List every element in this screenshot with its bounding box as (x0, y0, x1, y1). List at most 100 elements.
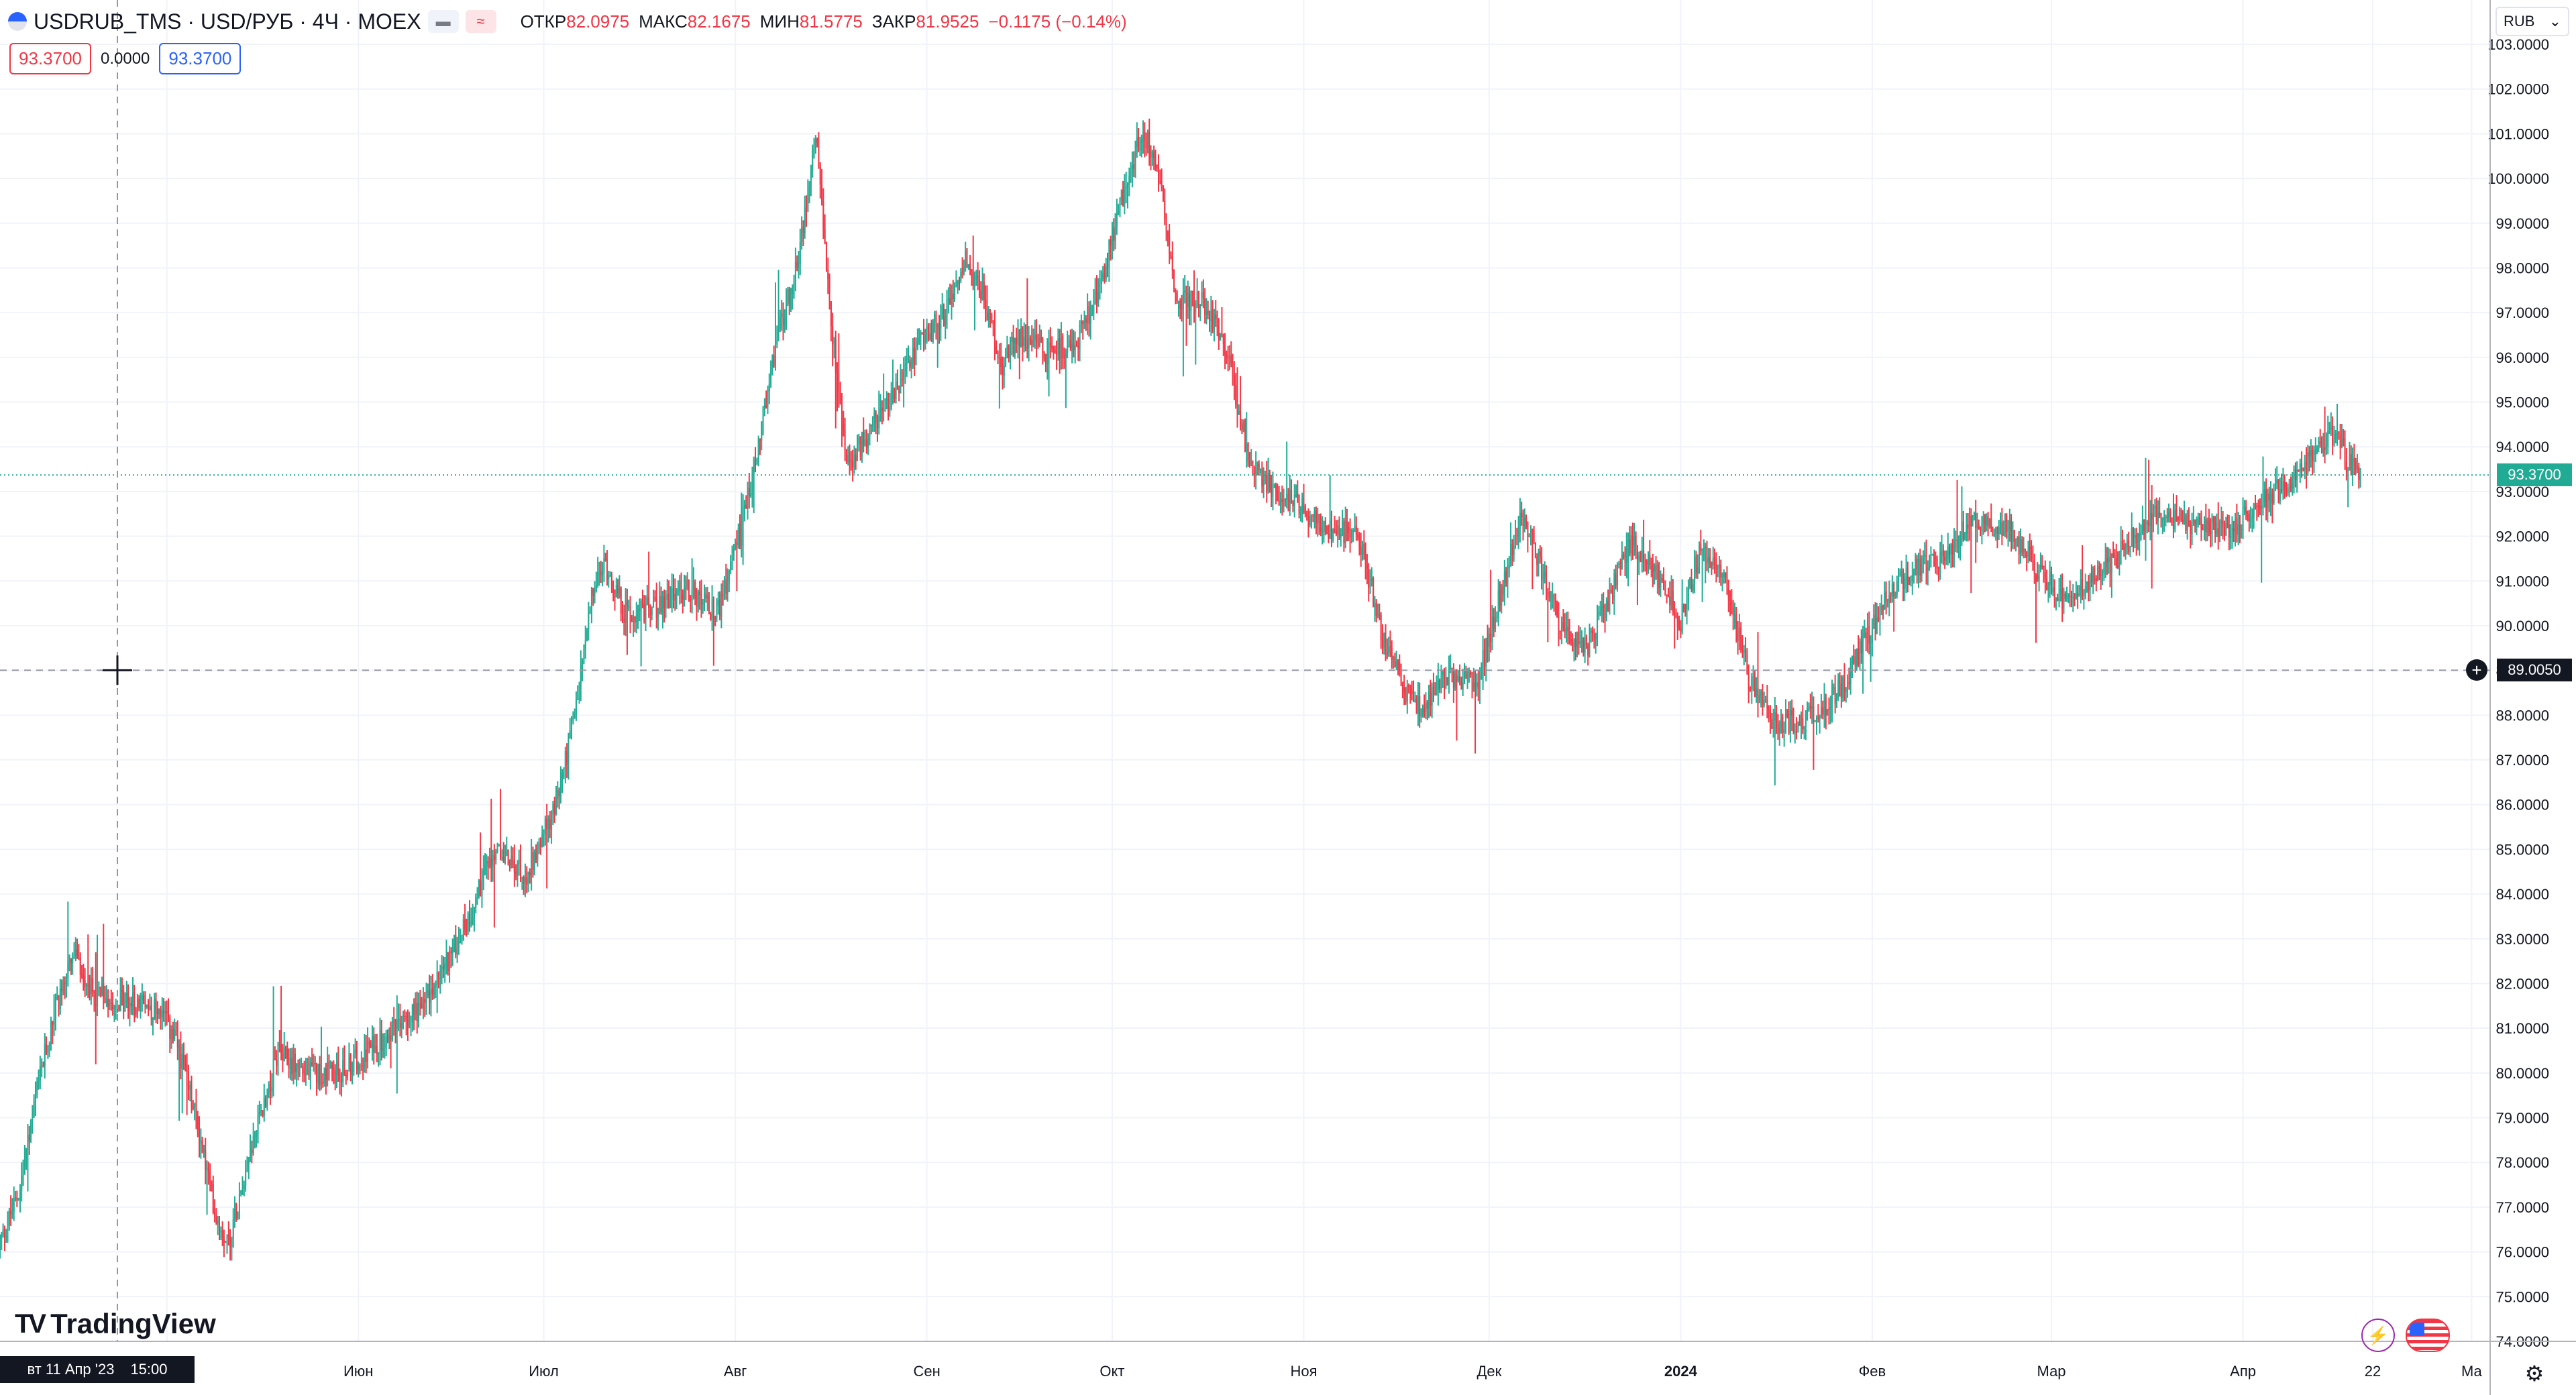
candle-body (1389, 646, 1391, 649)
candle-body (1741, 649, 1743, 653)
candle-body (2251, 516, 2253, 520)
add-alert-plus-icon[interactable]: + (2466, 659, 2487, 681)
candle-body (2287, 488, 2289, 494)
candle-body (2032, 560, 2034, 561)
candle-body (1364, 555, 1366, 565)
candle-body (2352, 458, 2354, 475)
candle-body (1017, 330, 1019, 344)
candle-body (1980, 528, 1982, 531)
candle-body (876, 423, 878, 429)
candle-body (1164, 201, 1166, 219)
candle-body (2298, 469, 2300, 471)
candle-body (22, 1166, 24, 1176)
candle-body (958, 280, 960, 282)
candle-body (2316, 449, 2318, 451)
currency-value: RUB (2504, 13, 2535, 30)
logo-text: TradingView (50, 1308, 216, 1339)
candle-body (888, 399, 890, 412)
sell-price-button[interactable]: 93.3700 (9, 43, 91, 74)
lightning-icon[interactable]: ⚡ (2361, 1319, 2395, 1352)
candle-body (1664, 589, 1666, 595)
candle-body (2337, 432, 2339, 434)
candle-body (1992, 527, 1994, 536)
candle-body (2, 1229, 4, 1235)
candle-body (274, 1058, 276, 1060)
candle-body (1578, 632, 1580, 645)
candle-body (1348, 526, 1350, 533)
gear-icon[interactable]: ⚙ (2524, 1361, 2544, 1386)
candle-body (2097, 565, 2099, 581)
candle-body (299, 1066, 301, 1068)
candle-body (626, 600, 628, 607)
candle-body (2145, 523, 2147, 531)
candle-body (1170, 254, 1172, 256)
y-tick-label: 97.0000 (2496, 304, 2549, 321)
candle-body (1205, 311, 1208, 315)
candle-body (1501, 585, 1503, 606)
candle-body (467, 913, 469, 931)
candle-body (2199, 518, 2201, 519)
candle-body (2259, 506, 2261, 509)
us-flag-icon[interactable] (2406, 1319, 2450, 1352)
candle-body (1718, 564, 1720, 568)
candle-body (2302, 467, 2304, 470)
candle-body (175, 1029, 177, 1036)
candle-body (445, 952, 447, 964)
candle-body (154, 999, 156, 1019)
candle-body (1937, 567, 1939, 569)
candle-body (23, 1160, 25, 1167)
candle-body (696, 598, 698, 608)
candle-body (833, 338, 835, 345)
candle-body (1366, 564, 1368, 569)
currency-select[interactable]: RUB ⌄ (2496, 7, 2569, 36)
candle-body (170, 1028, 172, 1040)
candle-body (1849, 669, 1851, 685)
approx-equal-icon[interactable]: ≈ (465, 10, 496, 33)
candle-body (1638, 555, 1640, 560)
candle-body (1360, 546, 1362, 555)
candle-body (125, 993, 127, 1003)
candle-body (297, 1063, 299, 1067)
candle-body (1436, 689, 1438, 694)
candle-body (25, 1148, 28, 1160)
candle-body (1261, 468, 1263, 487)
candle-body (710, 614, 712, 620)
candle-body (1968, 516, 1970, 529)
candle-body (93, 992, 95, 1005)
hide-legend-icon[interactable]: ▬ (427, 10, 459, 33)
candle-body (27, 1135, 29, 1148)
symbol-title[interactable]: USDRUB_TMS · USD/РУБ · 4Ч · MOEX (34, 9, 421, 34)
candle-body (141, 995, 143, 1001)
candle-body (1828, 709, 1830, 710)
candle-body (704, 594, 706, 603)
candle-body (2059, 588, 2061, 593)
candle-body (1040, 337, 1042, 339)
candle-body (1176, 292, 1178, 301)
candle-body (1760, 692, 1762, 695)
candle-body (1432, 687, 1434, 693)
candle-body (1542, 577, 1544, 581)
candle-body (661, 596, 663, 613)
candle-body (1670, 590, 1672, 606)
candle-body (1597, 614, 1599, 634)
candle-body (1650, 565, 1652, 569)
ohlc-open-label: ОТКР (520, 11, 567, 32)
candle-body (1197, 291, 1199, 309)
x-tick-label: Окт (1099, 1363, 1124, 1380)
tradingview-logo[interactable]: TV TradingView (15, 1308, 216, 1340)
candle-body (776, 340, 778, 345)
candle-body (1477, 682, 1479, 689)
candle-body (537, 852, 539, 860)
candle-body (288, 1063, 290, 1069)
candle-body (307, 1070, 309, 1071)
candle-body (1521, 512, 1523, 518)
candle-body (490, 858, 492, 867)
candle-body (1320, 527, 1322, 531)
candle-body (1967, 524, 1969, 529)
candle-body (331, 1066, 333, 1068)
candle-body (977, 276, 979, 277)
candle-body (2182, 519, 2184, 522)
buy-price-button[interactable]: 93.3700 (159, 43, 241, 74)
